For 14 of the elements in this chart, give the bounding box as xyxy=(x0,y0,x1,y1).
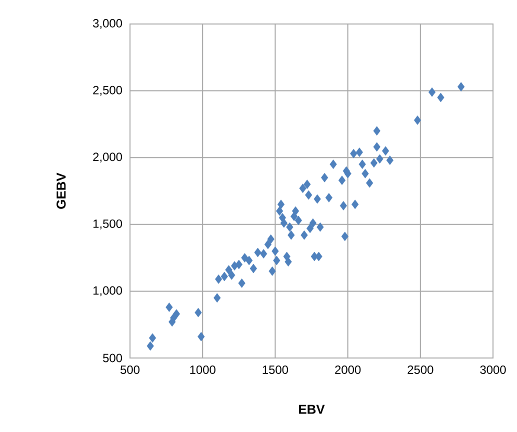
x-tick-label: 3000 xyxy=(480,366,506,374)
y-tick-label: 1,000 xyxy=(93,286,122,296)
y-tick-label: 1,500 xyxy=(93,219,122,230)
y-tick-label: 500 xyxy=(103,354,122,362)
x-tick-label: 1500 xyxy=(262,366,288,374)
y-tick-label: 2,000 xyxy=(93,152,122,163)
y-tick-label: 2,500 xyxy=(93,86,122,96)
x-axis-title: EBV xyxy=(299,404,325,414)
x-tick-label: 1000 xyxy=(190,366,216,374)
x-tick-label: 2000 xyxy=(335,366,361,374)
y-axis-title: GEBV xyxy=(56,172,66,209)
x-tick-label: 2500 xyxy=(408,366,434,374)
x-tick-label: 500 xyxy=(120,366,140,374)
y-tick-label: 3,000 xyxy=(93,19,122,29)
